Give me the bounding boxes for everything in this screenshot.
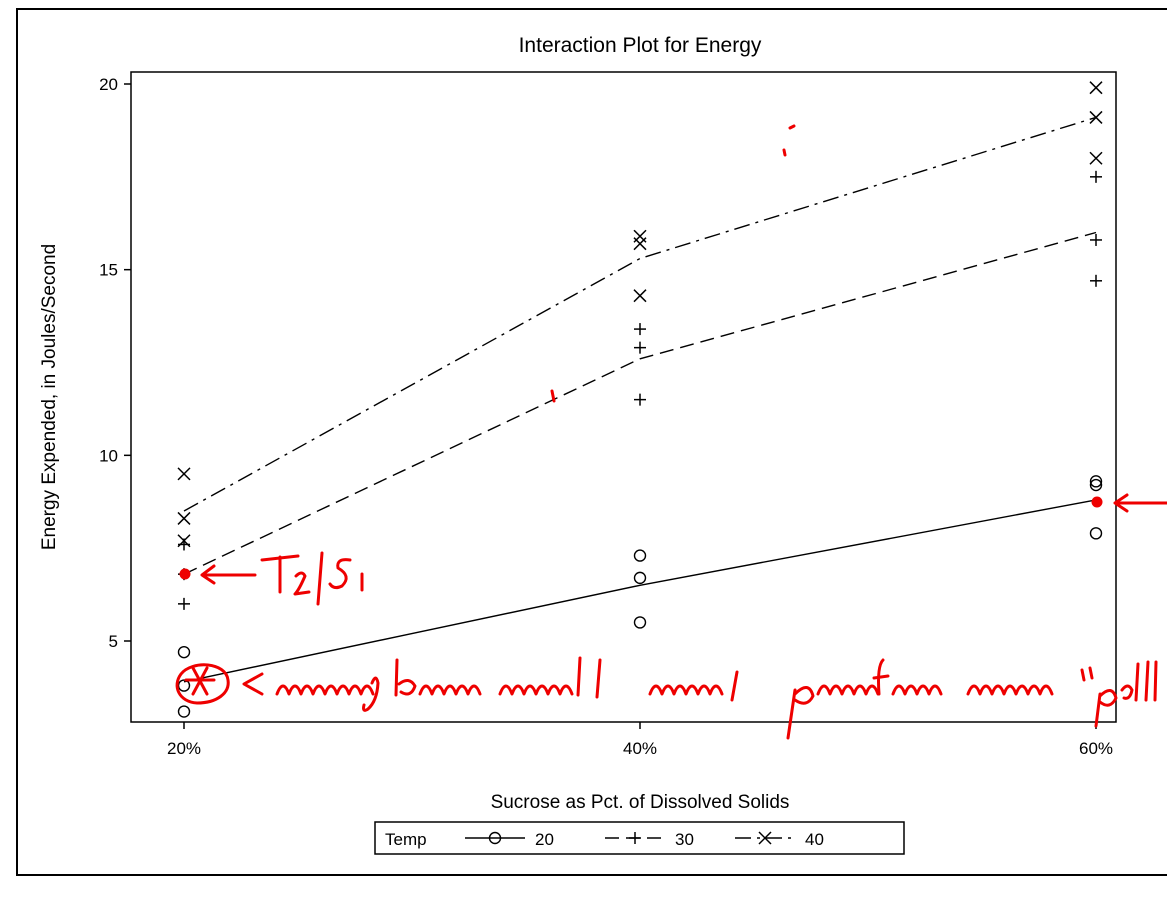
y-axis: 5 10 15 20 [99,75,131,651]
data-point-30 [178,597,190,610]
y-tick-label: 15 [99,261,118,280]
asterisk-mark [184,666,216,696]
handwriting-profiles [786,686,815,740]
x-axis-label: Sucrose as Pct. of Dissolved Solids [491,792,790,813]
data-point-20 [1089,527,1103,540]
handwritten-annotations [175,124,1167,740]
handwriting-t2s1 [260,554,300,594]
handwriting-arrow [242,672,264,696]
arrow-to-point [1113,493,1167,513]
legend-marker-20 [488,831,502,845]
handwriting-profiles [872,658,890,696]
data-point-30 [634,323,646,336]
handwriting-lower [394,658,417,697]
legend-box [374,821,905,855]
data-point-30 [634,341,646,354]
x-tick-label: 20% [167,739,201,758]
handwriting-quote [1080,666,1094,682]
data-point-20 [633,616,647,629]
series-line-20 [183,499,1097,683]
series-line-40 [183,116,1097,512]
chart-frame [16,8,1167,876]
handwriting-would [576,656,602,699]
y-tick-label: 5 [109,632,118,651]
handwriting-profiles [816,684,880,696]
highlight-point [1091,496,1103,508]
series-lines [183,116,1097,683]
handwriting-moving [275,684,375,696]
series-line-30 [183,231,1097,575]
highlight-point [179,568,191,580]
data-point-40 [1089,151,1103,165]
y-tick-label: 20 [99,75,118,94]
legend-marker-40 [758,831,772,845]
data-point-40 [177,511,191,525]
handwriting-parallel [1120,660,1158,702]
data-point-40 [633,289,647,303]
chart-title: Interaction Plot for Energy [519,34,762,57]
data-point-30 [1090,233,1102,246]
handwriting-profiles [891,684,943,696]
handwriting-make [730,670,739,702]
legend-label-20: 20 [535,830,554,849]
data-point-40 [177,534,191,548]
data-point-20 [177,705,191,718]
y-axis-label: Energy Expended, in Joules/Second [39,244,60,550]
legend-marker-30 [629,832,641,844]
data-point-40 [177,467,191,481]
handwriting-lower [418,684,482,696]
handwriting-t2s1 [328,558,352,590]
series-points [177,81,1103,718]
handwriting-t2s1 [316,551,324,606]
data-point-20 [1089,475,1103,488]
handwriting-moving [362,676,380,712]
legend-label-30: 30 [675,830,694,849]
stray-mark [788,124,796,130]
data-point-20 [1089,478,1103,492]
data-point-30 [1090,170,1102,183]
plot-area [130,71,1117,723]
data-point-20 [177,679,191,692]
handwriting-more [966,684,1054,696]
legend: Temp 20 30 40 [374,821,905,855]
stray-mark [550,389,556,403]
data-point-40 [1089,81,1103,95]
handwriting-would [498,684,574,696]
arrow-to-point [200,564,257,585]
data-point-20 [633,549,647,562]
x-tick-label: 40% [623,739,657,758]
y-tick-label: 10 [99,446,118,465]
stray-mark [782,148,787,157]
data-point-20 [633,571,647,585]
data-point-30 [634,393,646,406]
data-point-40 [633,229,647,243]
data-point-40 [1089,110,1103,124]
legend-label-40: 40 [805,830,824,849]
handwriting-t2s1 [293,571,311,596]
legend-title: Temp [385,830,427,849]
x-axis: 20% 40% 60% [167,722,1113,758]
circle-mark [175,663,230,705]
handwriting-parallel [1094,689,1118,728]
handwriting-make [648,684,724,696]
data-point-20 [177,645,191,659]
x-tick-label: 60% [1079,739,1113,758]
data-point-30 [1090,274,1102,287]
